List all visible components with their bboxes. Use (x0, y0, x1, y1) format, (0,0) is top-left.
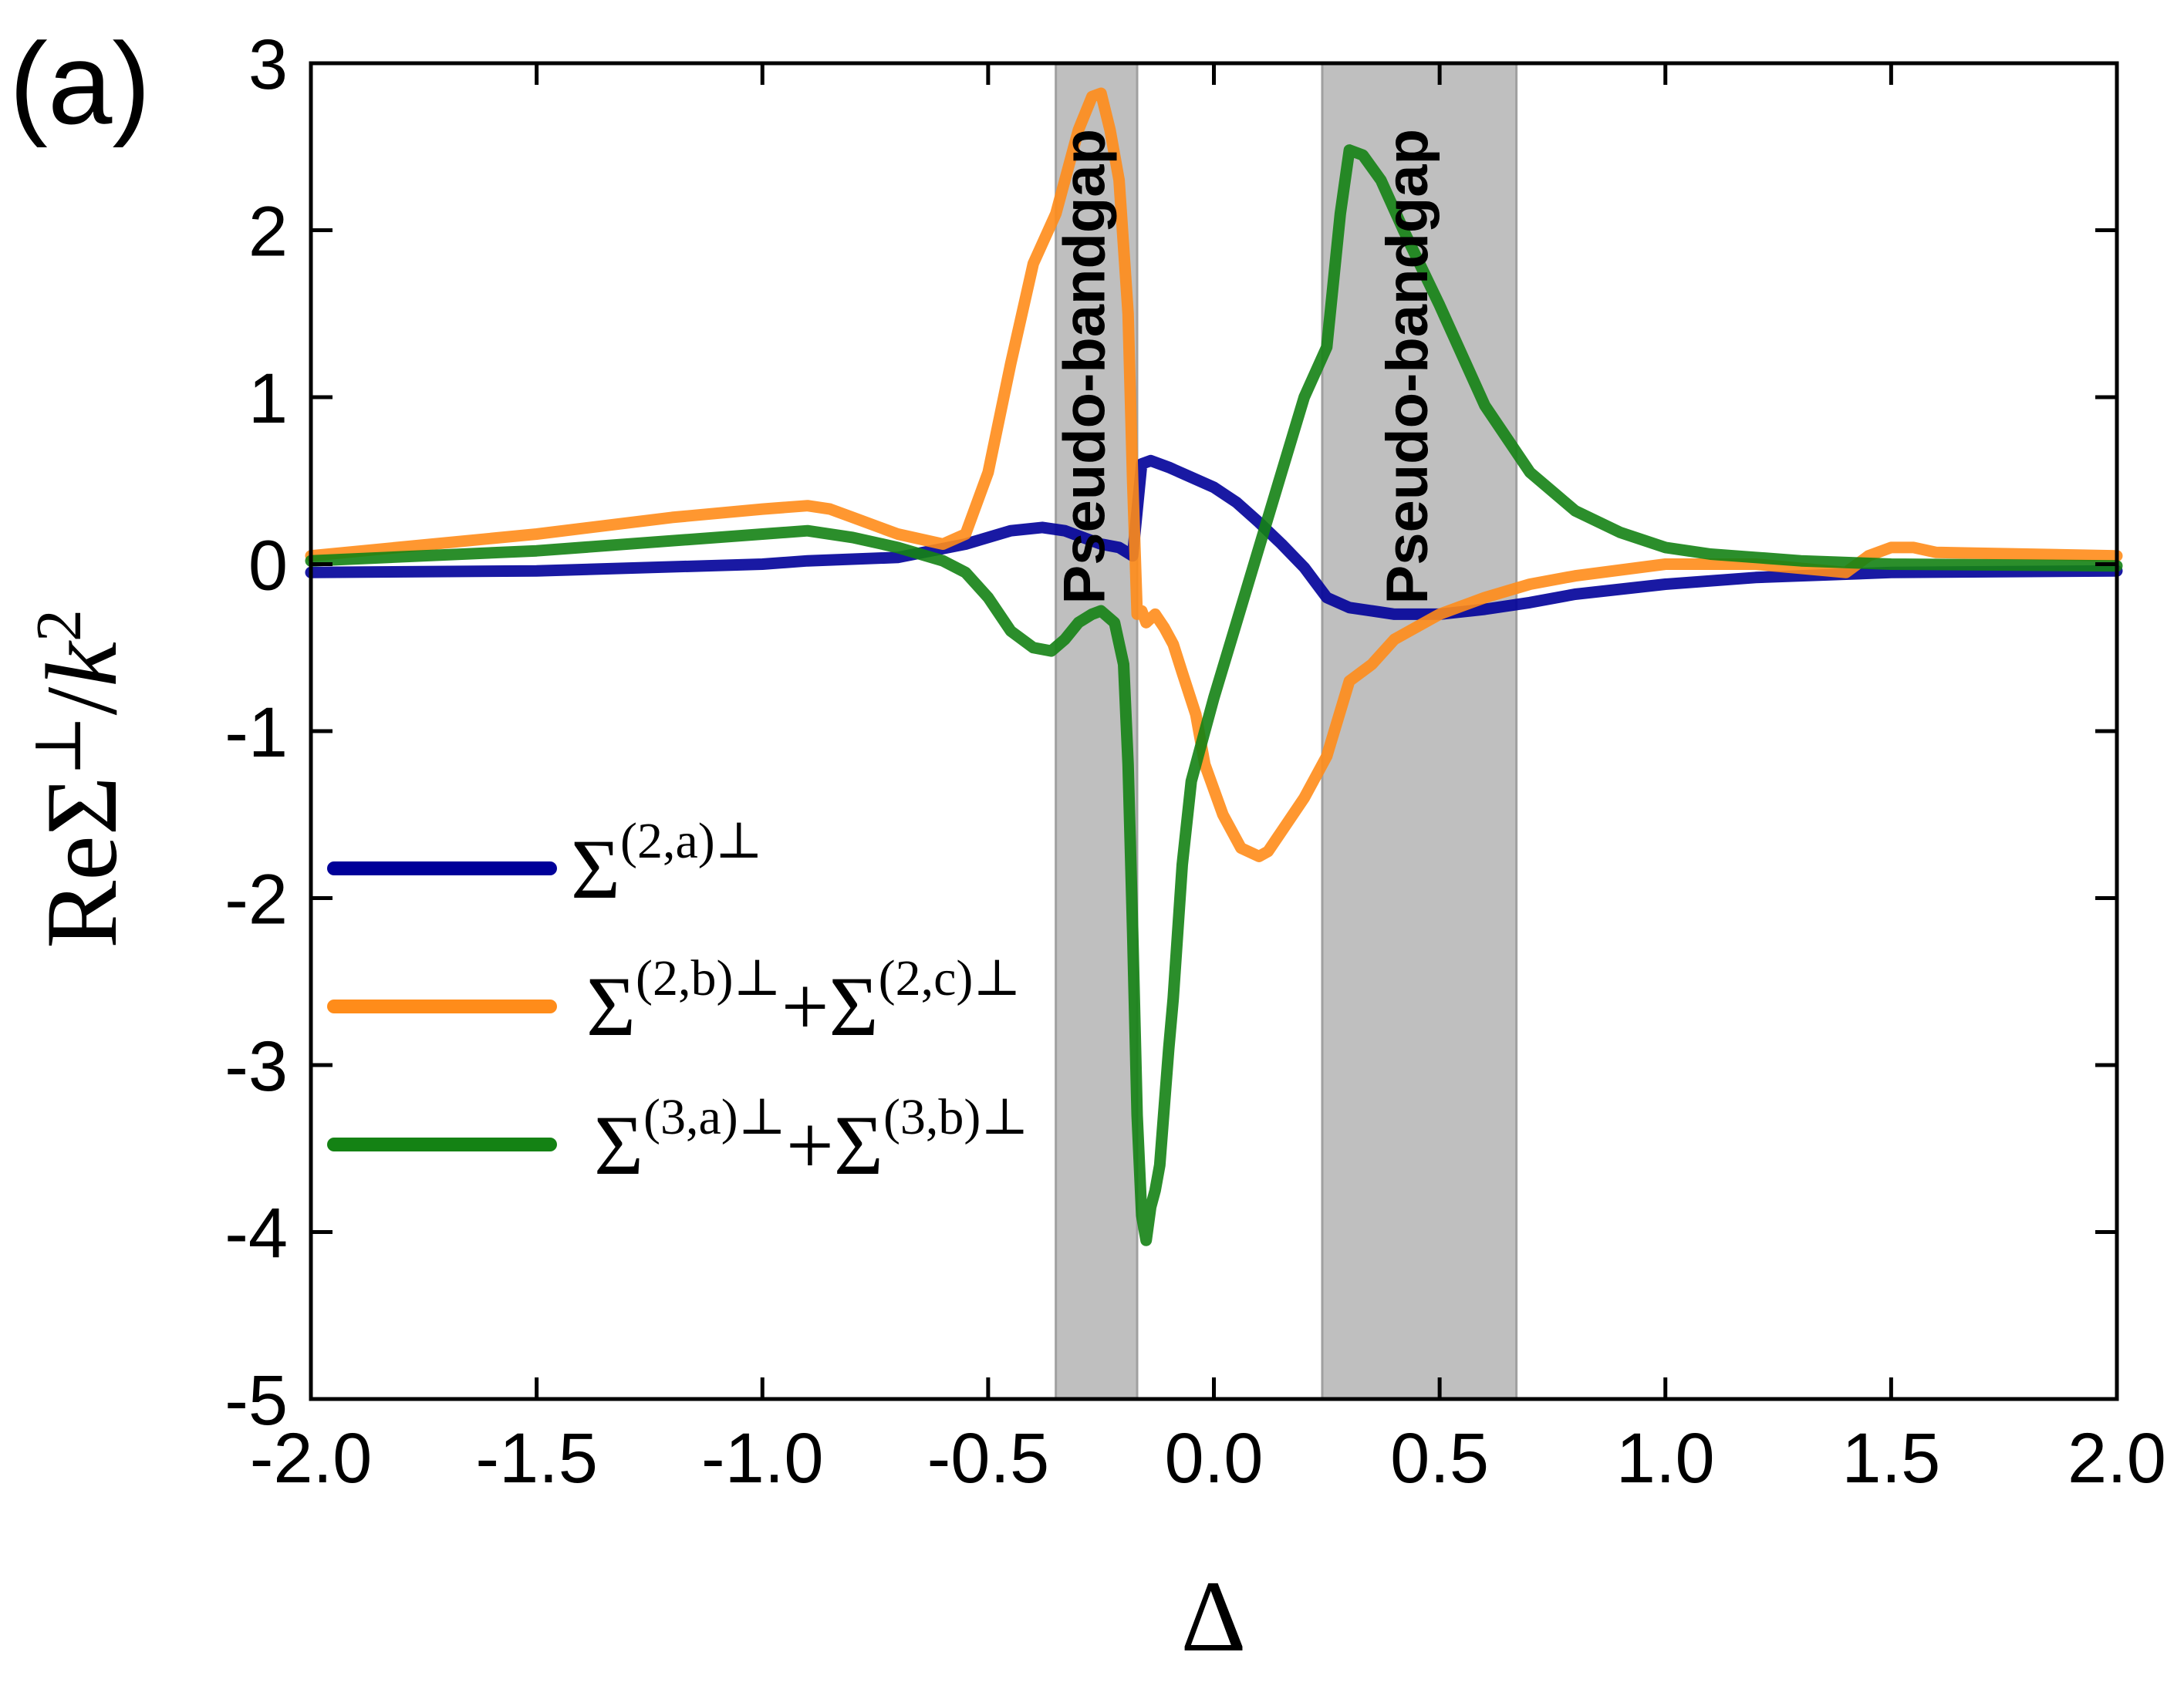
legend-sigma-2a-base: Σ (571, 822, 620, 916)
legend-entry-sigma-2a: Σ(2,a)⊥ (327, 813, 763, 916)
y-tick-label: -3 (224, 1027, 288, 1106)
y-tick-label: -5 (224, 1361, 288, 1440)
y-axis-title-sup: ⊥ (23, 715, 95, 776)
legend-sigma-2c-base: Σ (829, 959, 879, 1054)
series-layer (305, 87, 2123, 1246)
pseudo-bandgap-region-2 (1321, 62, 1518, 1401)
y-axis-title: ReΣ⊥/k2 (23, 609, 139, 949)
y-axis-title-prefix: ReΣ (25, 776, 138, 948)
legend-plus-3: + (786, 1098, 834, 1192)
y-tick-label: 0 (248, 527, 288, 605)
legend-sigma-2a-sup: (2,a)⊥ (620, 813, 763, 869)
x-tick-label: 0.0 (1165, 1419, 1264, 1498)
x-tick-labels: -2.0 -1.5 -1.0 -0.5 0.0 0.5 1.0 1.5 2.0 (250, 1419, 2166, 1498)
legend-sigma-3a-sup: (3,a)⊥ (643, 1089, 786, 1145)
svg-text:Σ(2,a)⊥: Σ(2,a)⊥ (571, 813, 763, 916)
legend-sigma-2b-base: Σ (586, 959, 636, 1054)
x-tick-label: 1.0 (1616, 1419, 1715, 1498)
y-axis-title-k-sup: 2 (23, 609, 95, 642)
svg-text:ReΣ⊥/k2: ReΣ⊥/k2 (23, 609, 139, 949)
x-tick-label: 0.5 (1390, 1419, 1489, 1498)
y-tick-label: -4 (224, 1195, 288, 1273)
pseudo-bandgap-label-1: Pseudo-bandgap (1051, 129, 1117, 604)
x-tick-label: -1.5 (475, 1419, 598, 1498)
x-tick-label: 2.0 (2068, 1419, 2166, 1498)
panel-label: (a) (9, 19, 150, 148)
svg-text:Σ(2,b)⊥+Σ(2,c)⊥: Σ(2,b)⊥+Σ(2,c)⊥ (586, 950, 1021, 1054)
y-axis-title-slash: / (25, 686, 138, 715)
y-tick-label: 3 (248, 25, 288, 104)
y-axis-title-k: k (25, 640, 138, 687)
x-axis-title: Δ (1181, 1559, 1247, 1673)
axis-ticks (309, 61, 2119, 1401)
series-line-sigma-3ab (305, 144, 2123, 1246)
legend-sigma-2b-sup: (2,b)⊥ (636, 950, 781, 1006)
legend-sigma-2c-sup: (2,c)⊥ (879, 950, 1021, 1006)
legend-sigma-3b-sup: (3,b)⊥ (883, 1089, 1029, 1145)
legend-entry-sigma-2bc: Σ(2,b)⊥+Σ(2,c)⊥ (327, 950, 1021, 1054)
pseudo-bandgap-label-2: Pseudo-bandgap (1375, 129, 1440, 604)
y-tick-label: -1 (224, 693, 288, 772)
x-tick-label: -0.5 (927, 1419, 1050, 1498)
legend: Σ(2,a)⊥ Σ(2,b)⊥+Σ(2,c)⊥ Σ(3,a)⊥+Σ(3,b)⊥ (327, 813, 1028, 1192)
legend-sigma-3b-base: Σ (834, 1098, 883, 1192)
x-tick-label: 1.5 (1841, 1419, 1940, 1498)
series-line-sigma-2bc (305, 87, 2123, 862)
x-tick-label: -1.0 (701, 1419, 824, 1498)
legend-plus-2: + (781, 959, 829, 1054)
band-labels: Pseudo-bandgap Pseudo-bandgap (1051, 129, 1440, 604)
legend-entry-sigma-3ab: Σ(3,a)⊥+Σ(3,b)⊥ (327, 1089, 1028, 1192)
plot-frame (309, 61, 2119, 1401)
y-tick-labels: -5 -4 -3 -2 -1 0 1 2 3 (224, 25, 288, 1440)
y-tick-label: -2 (224, 861, 288, 939)
series-line-sigma-2a (305, 454, 2123, 620)
y-tick-label: 2 (248, 193, 288, 271)
x-tick-label: -2.0 (250, 1419, 373, 1498)
svg-text:Σ(3,a)⊥+Σ(3,b)⊥: Σ(3,a)⊥+Σ(3,b)⊥ (594, 1089, 1028, 1192)
legend-sigma-3a-base: Σ (594, 1098, 643, 1192)
y-tick-label: 1 (248, 359, 288, 438)
